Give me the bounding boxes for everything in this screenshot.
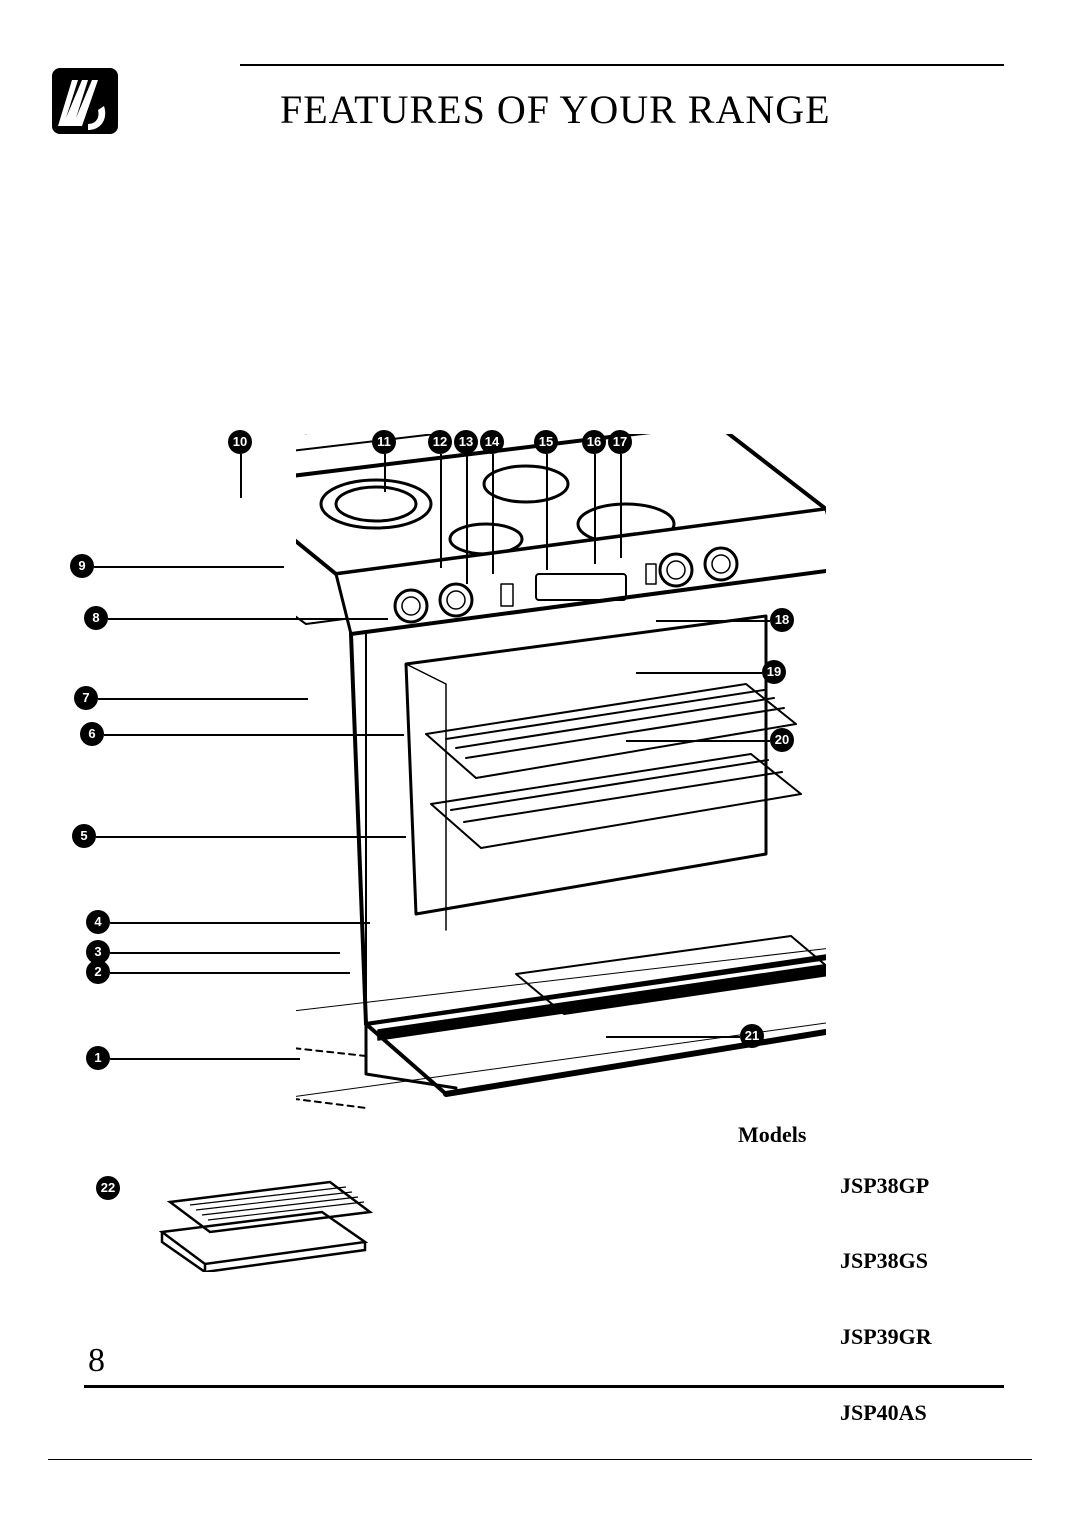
callout-badge-21: 21	[740, 1024, 764, 1048]
callout-badge-14: 14	[480, 430, 504, 454]
leader-line	[636, 672, 762, 674]
range-illustration	[296, 434, 826, 1114]
callout-badge-7: 7	[74, 686, 98, 710]
models-heading: Models	[738, 1122, 806, 1148]
callout-badge-10: 10	[228, 430, 252, 454]
leader-line	[110, 972, 350, 974]
leader-line	[110, 1058, 300, 1060]
callout-badge-3: 3	[86, 940, 110, 964]
callout-badge-11: 11	[372, 430, 396, 454]
callout-badge-5: 5	[72, 824, 96, 848]
leader-line	[620, 454, 622, 558]
callout-badge-22: 22	[96, 1176, 120, 1200]
callout-badge-16: 16	[582, 430, 606, 454]
page-title: FEATURES OF YOUR RANGE	[280, 86, 831, 133]
callout-badge-6: 6	[80, 722, 104, 746]
leader-line	[384, 454, 386, 492]
leader-line	[94, 566, 284, 568]
leader-line	[96, 836, 406, 838]
callout-badge-13: 13	[454, 430, 478, 454]
model-item: JSP39GR	[840, 1324, 932, 1349]
callout-badge-4: 4	[86, 910, 110, 934]
leader-line	[546, 454, 548, 570]
callout-badge-15: 15	[534, 430, 558, 454]
leader-line	[656, 620, 770, 622]
callout-badge-17: 17	[608, 430, 632, 454]
leader-line	[594, 454, 596, 564]
rule-bottom-thick	[84, 1385, 1004, 1388]
leader-line	[110, 922, 370, 924]
model-item: JSP38GP	[840, 1173, 932, 1198]
leader-line	[240, 454, 242, 498]
leader-line	[626, 740, 770, 742]
leader-line	[466, 454, 468, 584]
leader-line	[492, 454, 494, 574]
callout-badge-12: 12	[428, 430, 452, 454]
callout-badge-1: 1	[86, 1046, 110, 1070]
callout-badge-9: 9	[70, 554, 94, 578]
leader-line	[440, 454, 442, 568]
model-item: JSP40AS	[840, 1400, 932, 1425]
rule-top	[240, 64, 1004, 66]
leader-line	[104, 734, 404, 736]
rule-bottom-thin	[48, 1459, 1032, 1460]
leader-line	[98, 698, 308, 700]
logo-icon	[52, 68, 118, 134]
model-item: JSP38GS	[840, 1248, 932, 1273]
leader-line	[110, 952, 340, 954]
broiler-pan-illustration	[150, 1172, 380, 1272]
leader-line	[108, 618, 388, 620]
models-list: JSP38GP JSP38GS JSP39GR JSP40AS	[840, 1122, 932, 1476]
callout-badge-18: 18	[770, 608, 794, 632]
page-number: 8	[88, 1342, 105, 1380]
range-diagram: 1 2 3 4 5 6 7 8 9 10 11 12 13 14 15 16 1…	[66, 274, 976, 1214]
page: FEATURES OF YOUR RANGE	[0, 0, 1080, 1528]
callout-badge-8: 8	[84, 606, 108, 630]
leader-line	[606, 1036, 740, 1038]
callout-badge-19: 19	[762, 660, 786, 684]
callout-badge-20: 20	[770, 728, 794, 752]
